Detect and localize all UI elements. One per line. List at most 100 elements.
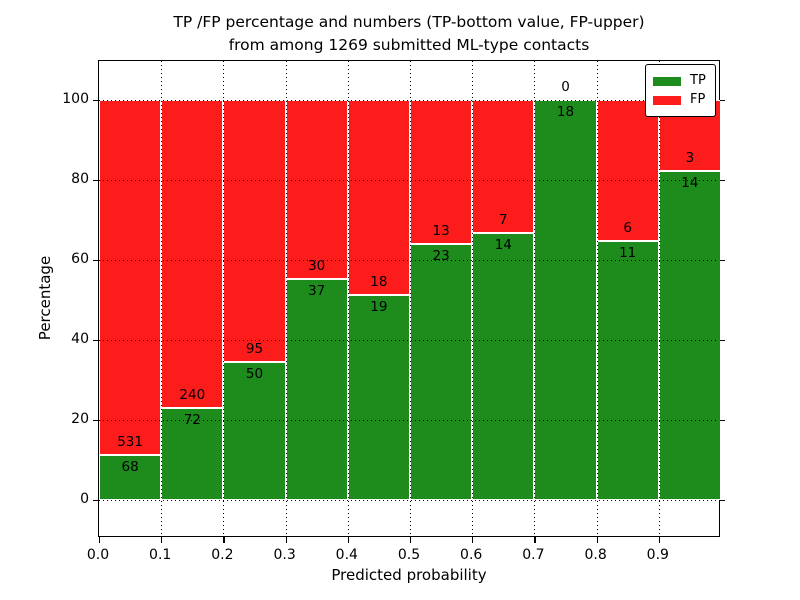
y-tick-left bbox=[93, 260, 98, 262]
y-tick-label: 60 bbox=[71, 251, 89, 267]
bar-fp-count-label: 18 bbox=[370, 273, 388, 290]
y-tick-right bbox=[720, 180, 725, 182]
bar-tp-count-label: 19 bbox=[370, 298, 388, 315]
gridline-horizontal bbox=[99, 420, 719, 421]
legend-label-tp: TP bbox=[690, 73, 706, 88]
x-tick-bottom bbox=[347, 537, 349, 543]
gridline-vertical bbox=[472, 61, 474, 536]
y-tick-right bbox=[720, 260, 725, 262]
chart-title-line1: TP /FP percentage and numbers (TP-bottom… bbox=[173, 13, 645, 31]
legend-label-fp: FP bbox=[690, 92, 706, 107]
bar-tp-segment bbox=[99, 454, 162, 500]
y-tick-label: 0 bbox=[80, 491, 89, 507]
y-tick-right bbox=[720, 340, 725, 342]
x-tick-label: 0.2 bbox=[211, 547, 234, 563]
bar-fp-count-label: 240 bbox=[179, 386, 206, 403]
bar-tp-segment bbox=[534, 100, 597, 500]
x-tick-label: 0.9 bbox=[646, 547, 669, 563]
y-tick-label: 100 bbox=[62, 91, 89, 107]
bar-fp-count-label: 7 bbox=[499, 212, 508, 229]
bar-tp-segment bbox=[161, 407, 224, 500]
x-tick-bottom bbox=[99, 537, 101, 543]
bar-fp-segment bbox=[99, 100, 162, 455]
bar-tp-count-label: 14 bbox=[494, 237, 512, 254]
bar-fp-segment bbox=[161, 100, 224, 408]
bar-tp-count-label: 72 bbox=[183, 411, 201, 428]
y-tick-right bbox=[720, 100, 725, 102]
gridline-horizontal bbox=[99, 340, 719, 341]
gridline-vertical bbox=[223, 61, 225, 536]
y-tick-left bbox=[93, 180, 98, 182]
gridline-vertical bbox=[161, 61, 163, 536]
gridline-horizontal bbox=[99, 260, 719, 261]
x-tick-bottom bbox=[658, 537, 660, 543]
bar-fp-segment bbox=[285, 100, 348, 280]
bar-tp-count-label: 18 bbox=[556, 104, 575, 120]
x-tick-bottom bbox=[410, 537, 412, 543]
x-tick-label: 0.6 bbox=[460, 547, 483, 563]
bar-fp-count-label: 95 bbox=[245, 341, 264, 358]
gridline-vertical bbox=[658, 61, 660, 536]
bar-tp-count-label: 68 bbox=[121, 458, 139, 475]
bar-tp-segment bbox=[472, 233, 535, 500]
bar-tp-segment bbox=[410, 244, 473, 500]
bar-fp-segment bbox=[472, 100, 535, 234]
y-tick-label: 20 bbox=[71, 411, 89, 427]
x-tick-label: 0.7 bbox=[522, 547, 545, 563]
bar-tp-count-label: 37 bbox=[308, 283, 326, 300]
bar-fp-segment bbox=[347, 100, 410, 295]
bar-fp-segment bbox=[223, 100, 286, 363]
bar-tp-count-label: 23 bbox=[432, 248, 450, 265]
x-tick-label: 0.8 bbox=[584, 547, 607, 563]
gridline-vertical bbox=[596, 61, 598, 536]
y-tick-right bbox=[720, 500, 725, 502]
y-tick-left bbox=[93, 500, 98, 502]
gridline-vertical bbox=[285, 61, 287, 536]
y-tick-left bbox=[93, 100, 98, 102]
y-tick-left bbox=[93, 340, 98, 342]
legend-item-tp: TP bbox=[653, 73, 706, 89]
x-tick-bottom bbox=[596, 537, 598, 543]
y-tick-right bbox=[720, 420, 725, 422]
bar-fp-count-label: 0 bbox=[561, 79, 570, 95]
bar-tp-segment bbox=[596, 241, 659, 500]
bar-fp-count-label: 13 bbox=[432, 223, 450, 240]
legend: TP FP bbox=[645, 64, 716, 117]
y-axis-label: Percentage bbox=[36, 255, 54, 341]
chart-title: TP /FP percentage and numbers (TP-bottom… bbox=[98, 11, 720, 57]
x-tick-label: 0.1 bbox=[149, 547, 172, 563]
bar-fp-count-label: 3 bbox=[685, 149, 695, 166]
bar-fp-count-label: 531 bbox=[117, 433, 143, 450]
gridline-vertical bbox=[410, 61, 411, 536]
legend-item-fp: FP bbox=[653, 92, 706, 108]
x-tick-bottom bbox=[285, 537, 287, 543]
y-tick-label: 40 bbox=[71, 331, 89, 347]
x-tick-bottom bbox=[223, 537, 225, 543]
x-tick-bottom bbox=[534, 537, 536, 543]
bar-tp-segment bbox=[285, 279, 348, 500]
bar-tp-segment bbox=[347, 294, 410, 500]
x-tick-label: 0.3 bbox=[273, 547, 296, 563]
gridline-horizontal bbox=[99, 180, 719, 181]
tp-swatch-icon bbox=[653, 76, 681, 86]
bar-tp-count-label: 14 bbox=[681, 174, 699, 191]
x-tick-label: 0.4 bbox=[335, 547, 358, 563]
y-tick-left bbox=[93, 420, 98, 422]
bar-tp-segment bbox=[223, 362, 286, 500]
x-tick-label: 0.5 bbox=[397, 547, 421, 563]
x-tick-bottom bbox=[161, 537, 163, 543]
x-tick-bottom bbox=[472, 537, 474, 543]
bar-fp-count-label: 30 bbox=[308, 258, 326, 275]
x-tick-label: 0.0 bbox=[86, 547, 110, 563]
gridline-horizontal bbox=[99, 500, 719, 501]
gridline-horizontal bbox=[99, 100, 719, 101]
chart-title-line2: from among 1269 submitted ML-type contac… bbox=[228, 36, 590, 54]
bar-fp-count-label: 6 bbox=[623, 220, 632, 237]
fp-swatch-icon bbox=[653, 95, 681, 105]
bar-tp-count-label: 50 bbox=[245, 366, 264, 383]
gridline-vertical bbox=[347, 61, 349, 536]
gridline-vertical bbox=[534, 61, 536, 536]
y-tick-label: 80 bbox=[71, 171, 89, 187]
bar-tp-segment bbox=[658, 170, 721, 500]
